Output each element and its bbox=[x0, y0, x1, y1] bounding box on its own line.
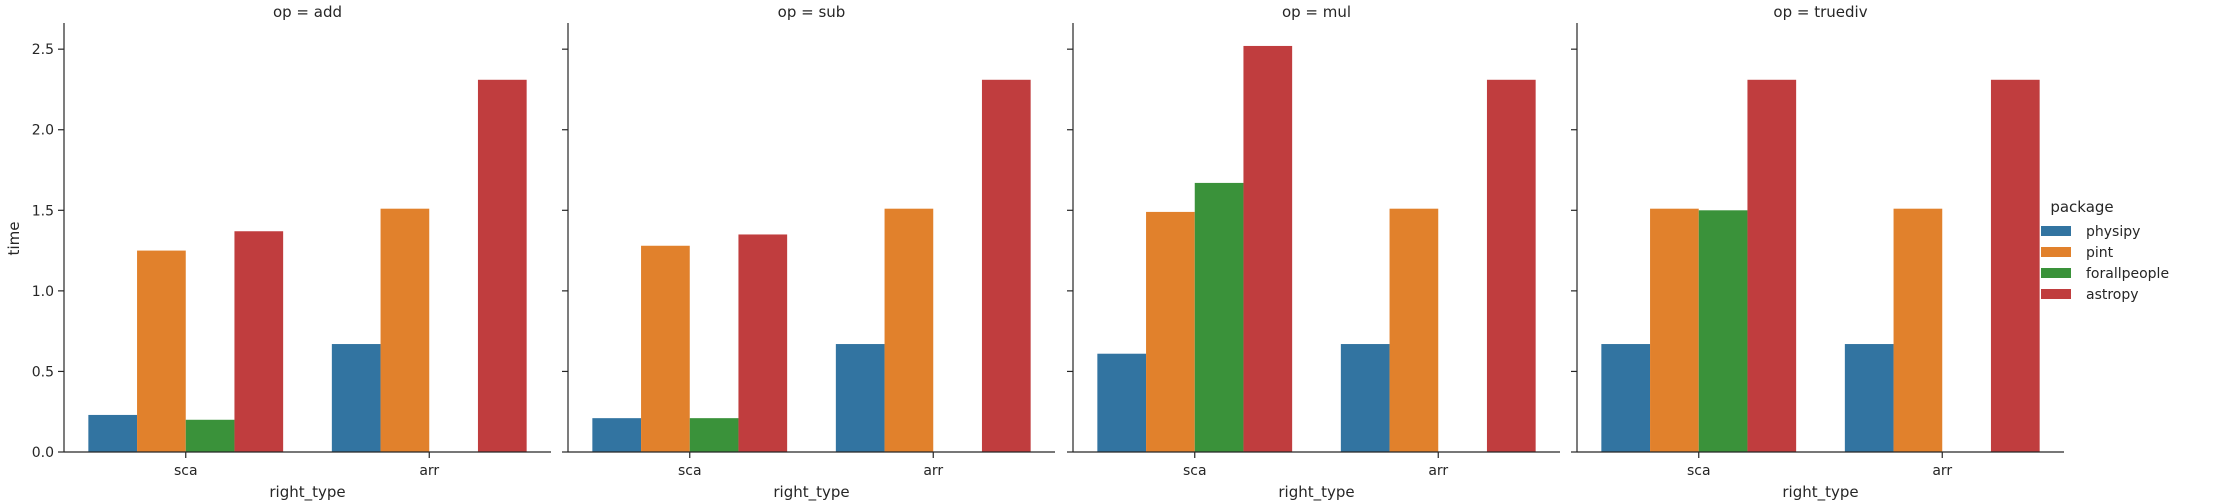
bar-physipy-sca bbox=[88, 414, 138, 452]
bar-pint-sca bbox=[641, 245, 690, 452]
legend-entries: physipy pint forallpeople astropy bbox=[2041, 224, 2169, 303]
bar-astropy-sca bbox=[1747, 79, 1797, 452]
legend-label-astropy: astropy bbox=[2086, 287, 2139, 303]
panel-mul: op = mul sca arr right_type bbox=[1067, 3, 1560, 502]
x-tick-label-sca: sca bbox=[678, 463, 702, 479]
x-tick-label-sca: sca bbox=[1183, 463, 1207, 479]
x-axis-label: right_type bbox=[269, 483, 345, 502]
panel-title: op = truediv bbox=[1773, 3, 1867, 21]
bar-forallpeople-sca bbox=[185, 419, 235, 452]
panel-title: op = add bbox=[273, 3, 342, 21]
x-tick-label-sca: sca bbox=[174, 463, 198, 479]
bar-pint-sca bbox=[137, 250, 186, 452]
bar-pint-arr bbox=[380, 208, 430, 452]
y-tick-label: 1.5 bbox=[32, 203, 54, 219]
bar-pint-arr bbox=[1389, 208, 1439, 452]
legend-swatch-forallpeople bbox=[2041, 268, 2071, 278]
x-tick-label-arr: arr bbox=[419, 463, 439, 479]
bar-astropy-arr bbox=[1486, 79, 1536, 452]
legend-label-pint: pint bbox=[2086, 245, 2114, 261]
panel-sub: op = sub sca arr right_type bbox=[562, 3, 1055, 502]
bar-forallpeople-sca bbox=[689, 418, 739, 452]
bar-astropy-sca bbox=[738, 234, 788, 452]
bar-pint-sca bbox=[1146, 211, 1195, 452]
legend-label-forallpeople: forallpeople bbox=[2086, 266, 2169, 282]
bar-astropy-arr bbox=[1990, 79, 2040, 452]
x-tick-label-sca: sca bbox=[1687, 463, 1711, 479]
bar-astropy-sca bbox=[1243, 45, 1293, 452]
bar-pint-arr bbox=[1893, 208, 1943, 452]
bar-physipy-arr bbox=[1844, 344, 1894, 452]
x-tick-label-arr: arr bbox=[1428, 463, 1448, 479]
y-axis-label: time bbox=[5, 222, 23, 256]
panel-truediv: op = truediv sca arr right_type bbox=[1571, 3, 2064, 502]
bar-physipy-sca bbox=[1601, 344, 1651, 452]
bar-pint-sca bbox=[1650, 208, 1699, 452]
x-axis-label: right_type bbox=[773, 483, 849, 502]
bar-physipy-sca bbox=[1097, 353, 1147, 452]
bar-pint-arr bbox=[884, 208, 934, 452]
bar-astropy-arr bbox=[477, 79, 527, 452]
x-tick-label-arr: arr bbox=[923, 463, 943, 479]
panel-title: op = sub bbox=[778, 3, 846, 21]
bar-physipy-arr bbox=[835, 344, 885, 452]
legend-swatch-pint bbox=[2041, 247, 2071, 257]
y-tick-label: 2.0 bbox=[32, 123, 54, 139]
legend-label-physipy: physipy bbox=[2086, 224, 2140, 240]
chart-legend: package physipy pint forallpeople astropy bbox=[2041, 198, 2169, 303]
x-axis-label: right_type bbox=[1278, 483, 1354, 502]
bar-physipy-sca bbox=[592, 418, 642, 452]
bar-forallpeople-sca bbox=[1698, 210, 1748, 452]
legend-title: package bbox=[2050, 198, 2113, 216]
bar-physipy-arr bbox=[1340, 344, 1390, 452]
bar-astropy-sca bbox=[234, 231, 284, 452]
y-tick-label: 0.0 bbox=[32, 445, 54, 461]
bar-forallpeople-sca bbox=[1194, 182, 1244, 452]
panel-add: op = add 0.0 0.5 1.0 1.5 2.0 2.5 sca arr right_ty… bbox=[32, 3, 551, 502]
bar-astropy-arr bbox=[981, 79, 1031, 452]
legend-swatch-physipy bbox=[2041, 226, 2071, 236]
y-tick-label: 1.0 bbox=[32, 284, 54, 300]
x-tick-label-arr: arr bbox=[1932, 463, 1952, 479]
legend-swatch-astropy bbox=[2041, 289, 2071, 299]
bar-physipy-arr bbox=[331, 344, 381, 452]
panel-title: op = mul bbox=[1282, 3, 1351, 21]
chart-panels: op = add 0.0 0.5 1.0 1.5 2.0 2.5 sca arr right_ty… bbox=[5, 3, 2064, 502]
x-axis-label: right_type bbox=[1782, 483, 1858, 502]
y-tick-label: 2.5 bbox=[32, 42, 54, 58]
y-tick-label: 0.5 bbox=[32, 364, 54, 380]
